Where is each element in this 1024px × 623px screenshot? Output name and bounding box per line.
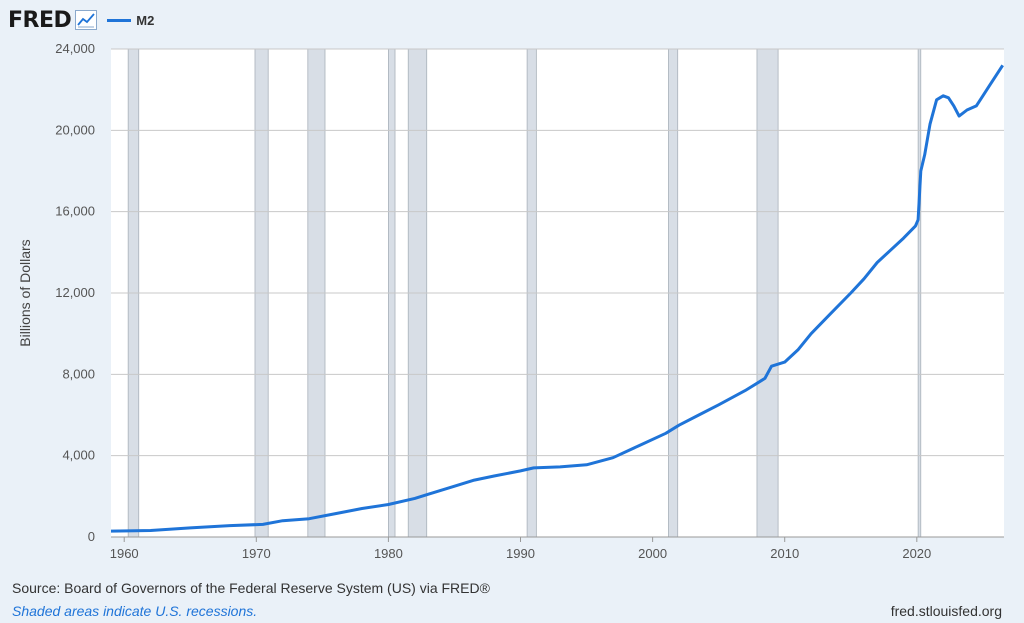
recession-note: Shaded areas indicate U.S. recessions.: [12, 603, 258, 619]
x-tick-label: 2020: [902, 546, 931, 561]
series-line-m2[interactable]: [110, 64, 1004, 533]
y-tick-label: 8,000: [62, 366, 95, 381]
y-tick-label: 0: [88, 529, 95, 544]
chart-header: FRED M2: [8, 4, 154, 36]
x-tick-label: 1980: [374, 546, 403, 561]
y-tick-label: 24,000: [55, 41, 95, 56]
y-axis-title: Billions of Dollars: [17, 239, 33, 346]
x-tick-label: 2000: [638, 546, 667, 561]
grid-lines: [111, 48, 1004, 538]
legend-series-label[interactable]: M2: [136, 12, 155, 28]
fred-url-link[interactable]: fred.stlouisfed.org: [890, 603, 1002, 619]
chart-legend: M2: [107, 13, 154, 28]
series-layer: [110, 64, 1004, 533]
x-tick-label: 1990: [506, 546, 535, 561]
line-chart-icon: [75, 10, 98, 30]
x-tick-label: 1960: [110, 546, 139, 561]
y-tick-label: 16,000: [55, 204, 95, 219]
y-axis-ticks: 0 4,000 8,000 12,000 16,000 20,000 24,000: [55, 41, 95, 544]
x-tick-label: 1970: [242, 546, 271, 561]
y-tick-label: 12,000: [55, 285, 95, 300]
fred-logo[interactable]: FRED: [8, 7, 72, 33]
legend-swatch: [107, 18, 132, 22]
source-note: Source: Board of Governors of the Federa…: [12, 580, 490, 596]
x-tick-label: 2010: [770, 546, 799, 561]
x-axis-ticks: 1960 1970 1980 1990 2000 2010 2020: [110, 537, 931, 561]
y-tick-label: 4,000: [62, 448, 95, 463]
y-tick-label: 20,000: [55, 122, 95, 137]
